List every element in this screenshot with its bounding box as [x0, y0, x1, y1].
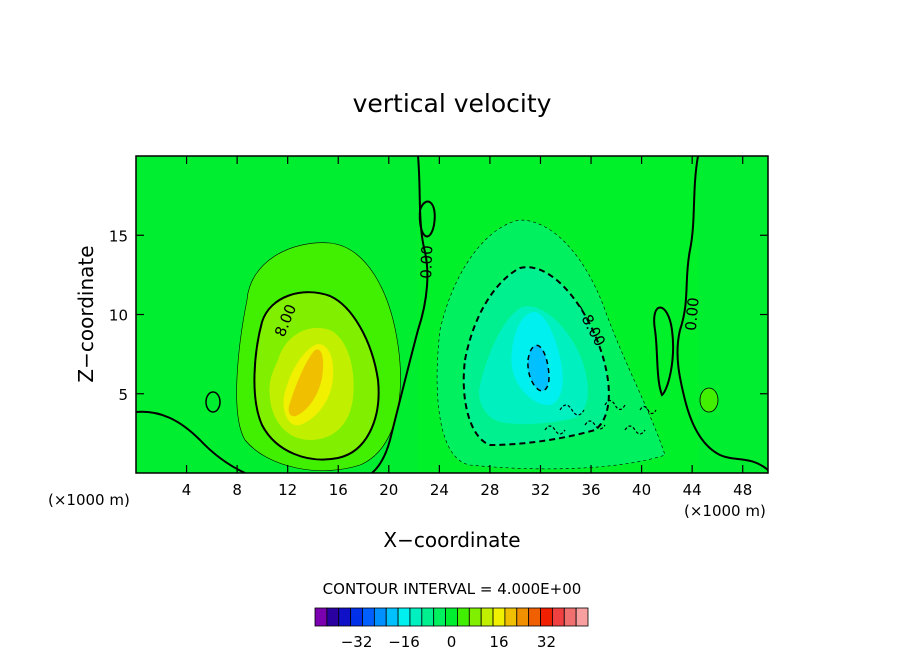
colorbar-swatch: [540, 607, 553, 627]
colorbar-swatch: [457, 607, 470, 627]
x-tick-label: 36: [581, 481, 600, 499]
colorbar-tick-label: 0: [447, 633, 457, 651]
x-axis-ticks: 4 8 12 16 20 24 28 32 36 40 44 48: [182, 156, 752, 499]
x-tick-label: 16: [329, 481, 348, 499]
x-unit-left: (×1000 m): [48, 491, 130, 509]
x-tick-label: 24: [430, 481, 449, 499]
colorbar-swatch: [350, 607, 363, 627]
colorbar-swatch: [385, 607, 399, 627]
colorbar-swatch: [445, 607, 458, 627]
colorbar-swatch: [373, 607, 387, 627]
contour-label: 0.00: [682, 297, 703, 332]
y-tick-label: 10: [109, 307, 128, 325]
colorbar-swatch: [480, 607, 494, 627]
colorbar-tick-labels: −32 −16 0 16 32: [341, 633, 556, 651]
y-tick-label: 15: [109, 227, 128, 245]
zero-contours: [136, 156, 768, 473]
colorbar-swatch: [551, 607, 565, 627]
x-tick-label: 8: [232, 481, 242, 499]
x-tick-label: 28: [480, 481, 499, 499]
x-tick-label: 44: [683, 481, 702, 499]
updraft-contour-8: [253, 291, 380, 461]
x-tick-label: 32: [531, 481, 550, 499]
x-tick-label: 12: [278, 481, 297, 499]
colorbar-swatch: [362, 607, 375, 627]
y-tick-label: 5: [118, 386, 128, 404]
contour-field: [136, 156, 768, 473]
colorbar-swatch: [338, 607, 352, 627]
colorbar-swatch: [516, 607, 530, 627]
colorbar-swatch: [421, 607, 435, 627]
downdraft-contour-8: [462, 266, 610, 447]
x-tick-label: 4: [182, 481, 192, 499]
colorbar-swatch: [314, 607, 328, 627]
x-unit-right: (×1000 m): [684, 502, 766, 520]
colorbar-swatch: [528, 607, 541, 627]
downdraft-level-20: [527, 345, 549, 391]
colorbar-swatch: [409, 607, 423, 627]
surface-noise: [544, 399, 657, 435]
colorbar-swatch: [468, 607, 482, 627]
y-axis-label: Z−coordinate: [74, 245, 98, 382]
contour-label: 0.00: [417, 245, 436, 279]
contour-interval-label: CONTOUR INTERVAL = 4.000E+00: [323, 580, 582, 598]
updraft-level-20: [288, 349, 324, 417]
colorbar-swatch: [433, 607, 446, 627]
colorbar-tick-label: 32: [537, 633, 556, 651]
y-axis-ticks: 5 10 15: [109, 227, 768, 404]
colorbar-swatch: [492, 607, 506, 627]
x-tick-label: 48: [733, 481, 752, 499]
x-tick-label: 40: [632, 481, 651, 499]
chart-title: vertical velocity: [353, 89, 552, 118]
colorbar-swatch: [397, 607, 411, 627]
colorbar-tick-label: 16: [489, 633, 508, 651]
colorbar-swatch: [563, 607, 577, 627]
colorbar-tick-label: −32: [341, 633, 373, 651]
x-axis-label: X−coordinate: [383, 528, 520, 552]
colorbar-swatch: [504, 607, 518, 627]
downdraft-contour-16: [527, 344, 550, 392]
colorbar-swatch: [326, 607, 340, 627]
colorbar-swatch: [575, 607, 589, 627]
colorbar-tick-label: −16: [388, 633, 420, 651]
colorbar: [314, 607, 589, 627]
x-tick-label: 20: [379, 481, 398, 499]
